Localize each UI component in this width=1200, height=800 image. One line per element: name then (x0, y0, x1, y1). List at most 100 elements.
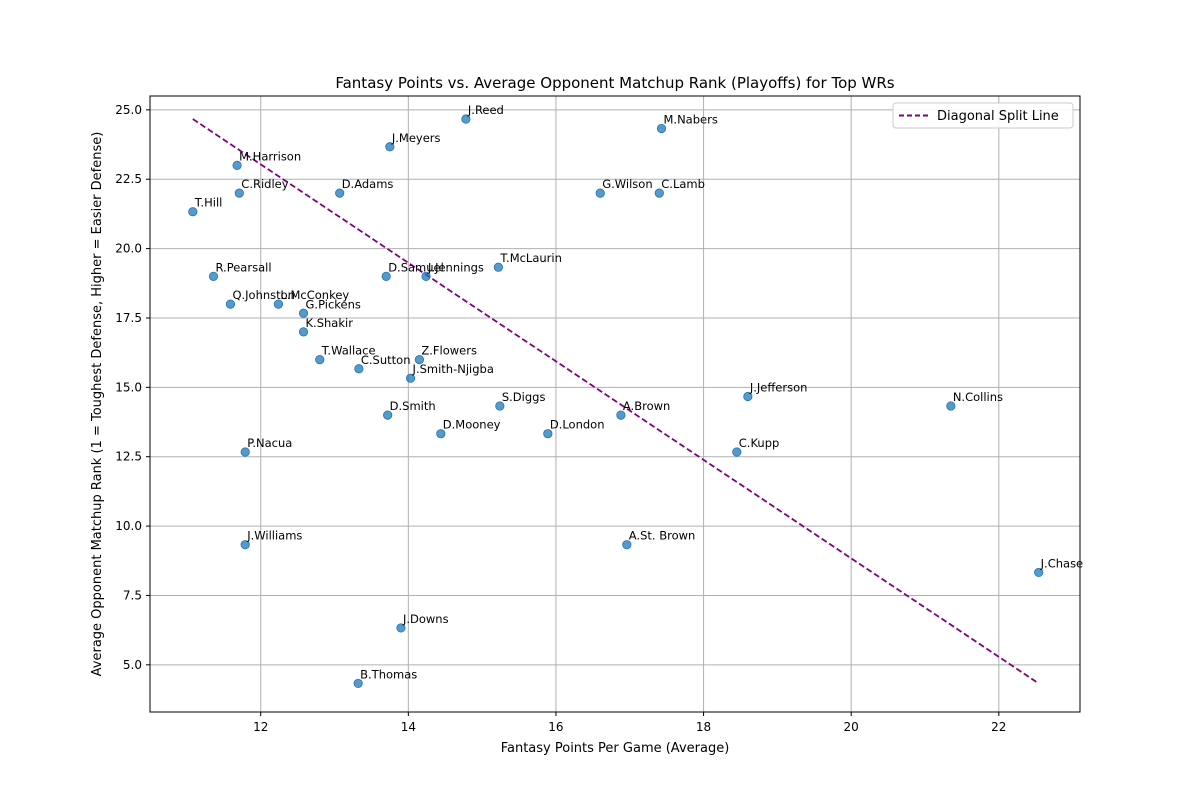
data-point (234, 188, 244, 198)
data-point (383, 410, 393, 420)
data-points (188, 114, 1044, 689)
y-tick-label: 10.0 (115, 519, 142, 533)
x-tick-label: 14 (401, 720, 416, 734)
point-label: K.Shakir (306, 316, 354, 330)
point-label: J.Downs (402, 612, 449, 626)
y-tick-label: 17.5 (115, 311, 142, 325)
y-tick-label: 20.0 (115, 242, 142, 256)
x-tick-label: 18 (696, 720, 711, 734)
point-label: M.Nabers (664, 112, 718, 126)
data-point (595, 188, 605, 198)
data-point (381, 271, 391, 281)
point-label: D.Samuel (388, 260, 444, 274)
point-label: T.Hill (194, 196, 223, 210)
data-point (405, 373, 416, 383)
data-point (298, 308, 309, 318)
point-label: C.Kupp (739, 436, 780, 450)
data-point (298, 327, 309, 337)
x-axis-ticks: 12 14 16 18 20 22 (253, 712, 1006, 734)
data-point (654, 188, 664, 198)
data-point (396, 623, 406, 633)
data-point (495, 401, 505, 411)
data-point (461, 114, 471, 124)
point-label: M.Harrison (239, 149, 301, 163)
data-point (543, 429, 553, 439)
point-label: G.Wilson (602, 177, 652, 191)
data-point (414, 355, 425, 365)
point-label: J.Jennings (427, 260, 484, 274)
data-point (232, 160, 242, 170)
point-label: Q.Johnston (232, 288, 295, 302)
data-point (208, 271, 219, 281)
x-tick-label: 20 (844, 720, 859, 734)
point-label: D.Adams (342, 177, 394, 191)
point-label: A.St. Brown (629, 529, 696, 543)
point-label: L.McConkey (280, 288, 349, 302)
y-tick-label: 22.5 (115, 172, 142, 186)
point-label: J.Reed (467, 103, 504, 117)
data-point (335, 188, 345, 198)
diagonal-split-line-layer (192, 118, 1040, 685)
legend-label: Diagonal Split Line (937, 109, 1059, 124)
grid-lines (150, 96, 1080, 712)
data-point (354, 364, 364, 374)
data-point (732, 447, 742, 457)
data-point (436, 429, 446, 439)
point-label: N.Collins (953, 390, 1003, 404)
data-point (225, 299, 236, 309)
point-label: J.Chase (1040, 556, 1083, 570)
y-axis-ticks: 5.0 7.5 10.0 12.5 15.0 17.5 20.0 22.5 25.0 (115, 103, 150, 672)
y-tick-label: 5.0 (123, 658, 142, 672)
data-point (616, 410, 626, 420)
data-point (743, 391, 753, 402)
x-tick-label: 22 (991, 720, 1006, 734)
data-point (622, 540, 632, 550)
point-label: D.Smith (390, 399, 436, 413)
point-label: C.Ridley (241, 177, 288, 191)
data-point (656, 123, 667, 134)
chart-title: Fantasy Points vs. Average Opponent Matc… (335, 74, 894, 92)
point-label: S.Diggs (502, 390, 546, 404)
data-point (946, 401, 956, 411)
y-axis-label: Average Opponent Matchup Rank (1 = Tough… (90, 132, 105, 677)
point-label: T.McLaurin (499, 251, 562, 265)
legend: Diagonal Split Line (892, 102, 1074, 129)
point-label: J.Jefferson (749, 381, 808, 395)
data-point (240, 447, 250, 457)
x-tick-label: 16 (548, 720, 563, 734)
data-point (188, 207, 198, 217)
point-label: J.Williams (246, 529, 302, 543)
diagonal-split-line (192, 118, 1040, 685)
y-tick-label: 15.0 (115, 380, 142, 394)
point-label: D.Mooney (443, 418, 501, 432)
legend-box (892, 102, 1074, 129)
point-label: A.Brown (623, 399, 670, 413)
point-label: R.Pearsall (215, 260, 271, 274)
data-point (421, 271, 431, 281)
point-label: G.Pickens (306, 297, 361, 311)
point-label: D.London (550, 418, 605, 432)
point-label: P.Nacua (247, 436, 292, 450)
y-tick-label: 7.5 (123, 588, 142, 602)
x-tick-label: 12 (253, 720, 268, 734)
data-labels: J.Reed M.Nabers J.Meyers M.Harrison C.Ridley… (194, 103, 1083, 681)
data-point (1034, 567, 1044, 578)
point-label: B.Thomas (360, 667, 417, 681)
x-axis-label: Fantasy Points Per Game (Average) (501, 741, 730, 756)
point-label: T.Wallace (321, 344, 376, 358)
data-point (315, 355, 325, 365)
point-label: Z.Flowers (421, 344, 477, 358)
data-point (493, 262, 503, 272)
data-point (273, 299, 284, 309)
data-point (353, 678, 363, 689)
y-tick-label: 12.5 (115, 450, 142, 464)
y-tick-label: 25.0 (115, 103, 142, 117)
point-label: C.Sutton (361, 353, 411, 367)
point-label: J.Meyers (391, 131, 441, 145)
data-point (240, 540, 250, 550)
point-label: J.Smith-Njigba (412, 362, 494, 376)
plot-frame (149, 95, 1081, 713)
point-label: C.Lamb (661, 177, 705, 191)
data-point (385, 142, 395, 152)
